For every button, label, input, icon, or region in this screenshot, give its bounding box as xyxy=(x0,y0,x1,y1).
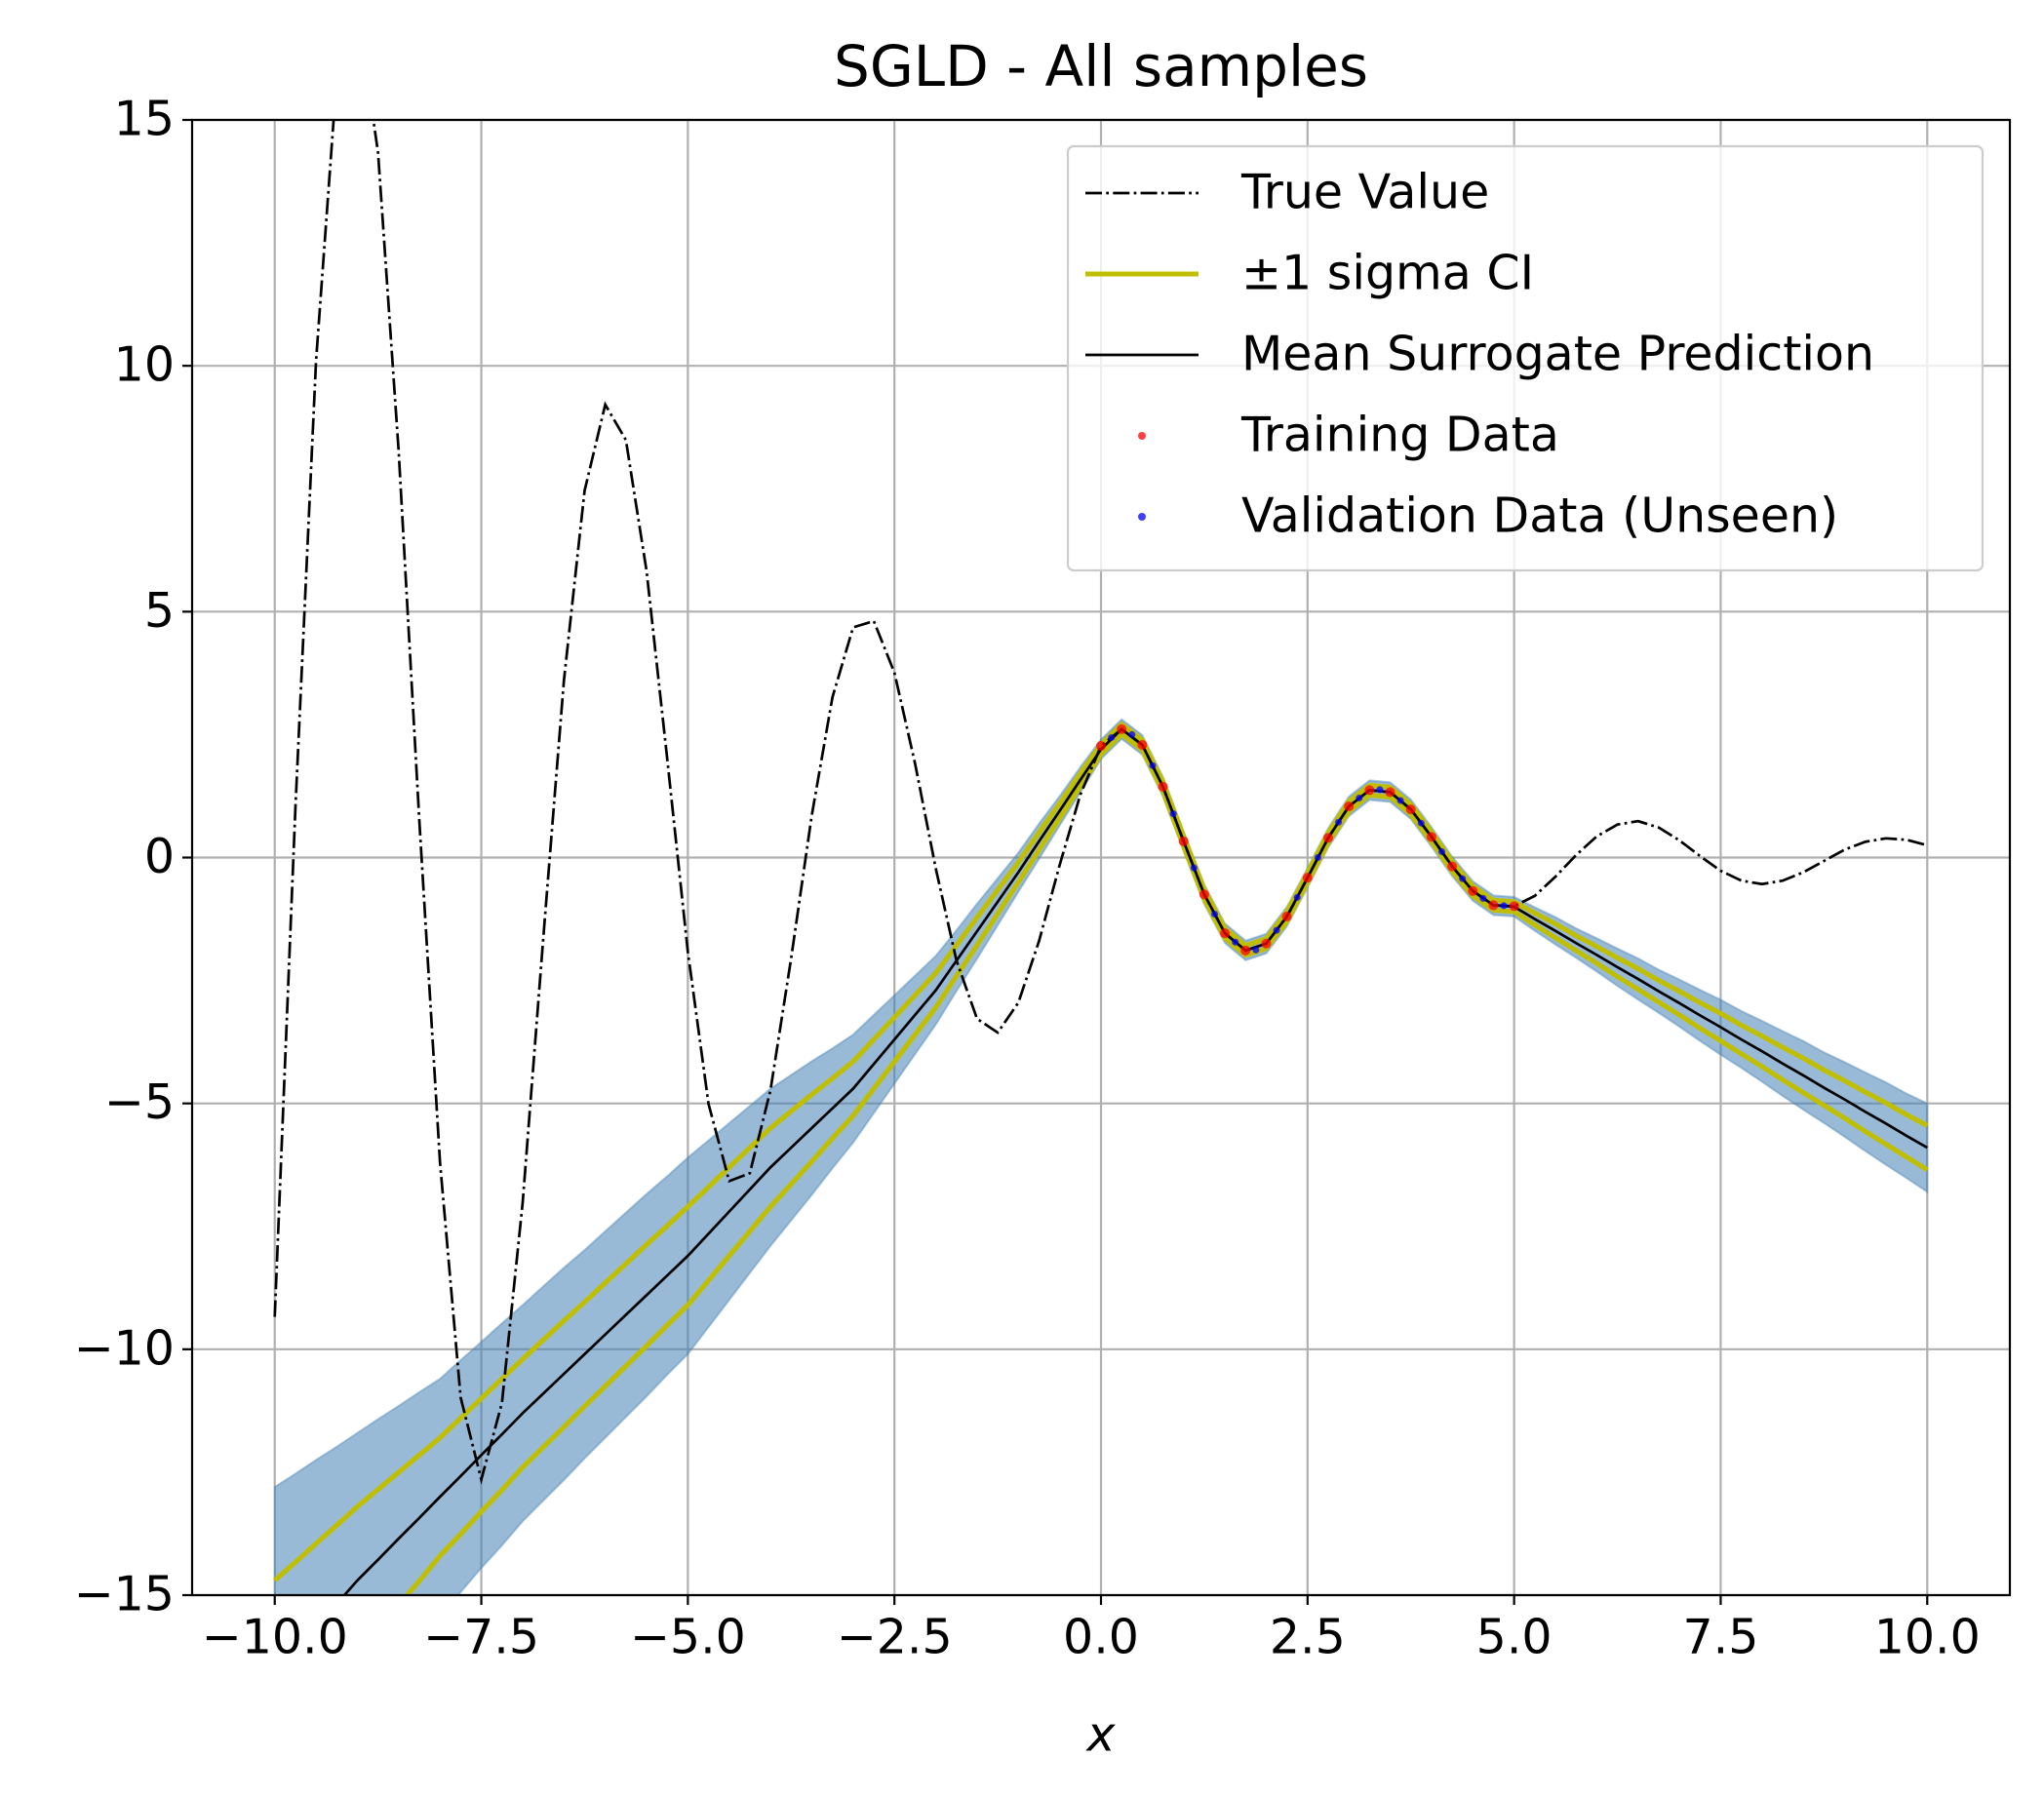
data-point xyxy=(1356,794,1363,801)
series-line xyxy=(273,120,1928,1485)
legend: True Value ±1 sigma CI Mean Surrogate Pred… xyxy=(1066,144,1985,572)
x-tick-label: −7.5 xyxy=(423,1610,539,1665)
data-point xyxy=(1426,832,1436,842)
data-point xyxy=(1335,818,1343,826)
legend-box xyxy=(1066,144,1985,572)
data-point xyxy=(1479,894,1487,902)
legend-label: Mean Surrogate Prediction xyxy=(1241,327,1874,382)
data-point xyxy=(1117,723,1127,734)
data-point xyxy=(1314,854,1321,861)
x-axis-label: x xyxy=(1085,1707,1117,1763)
x-tick-label: 0.0 xyxy=(1063,1610,1139,1665)
data-point xyxy=(1220,928,1231,939)
legend-swatch xyxy=(1138,513,1146,521)
data-point xyxy=(1281,912,1292,922)
data-point xyxy=(1323,833,1333,843)
data-point xyxy=(1344,801,1355,812)
y-tick-label: 10 xyxy=(114,337,175,393)
chart-title: SGLD - All samples xyxy=(834,33,1368,99)
data-point xyxy=(1178,836,1189,846)
data-point xyxy=(1261,938,1272,949)
plot-area xyxy=(273,120,1929,1595)
data-point xyxy=(1232,938,1239,946)
legend-label: ±1 sigma CI xyxy=(1241,246,1534,301)
data-point xyxy=(1364,785,1375,796)
y-tick-label: 5 xyxy=(144,583,175,639)
data-point xyxy=(1096,741,1106,752)
x-tick-label: 2.5 xyxy=(1270,1610,1346,1665)
y-tick-label: 0 xyxy=(144,829,175,884)
legend-label: True Value xyxy=(1240,165,1489,220)
data-point xyxy=(1500,902,1508,910)
y-tick-label: −5 xyxy=(104,1074,175,1130)
y-tick-label: −15 xyxy=(74,1567,175,1622)
data-point xyxy=(1302,873,1313,883)
data-point xyxy=(1468,885,1478,896)
legend-label: Validation Data (Unseen) xyxy=(1241,488,1838,544)
data-point xyxy=(1293,893,1301,901)
data-point xyxy=(1396,797,1404,804)
data-point xyxy=(1438,847,1445,855)
data-point xyxy=(1252,946,1260,954)
legend-swatch xyxy=(1138,432,1146,440)
data-point xyxy=(1169,810,1177,818)
ci-lower-line xyxy=(404,730,1929,1595)
axes: −10.0 −7.5 −5.0 −2.5 0.0 2.5 5.0 7.5 10.0 −15 −10 −… xyxy=(74,92,1981,1665)
data-point xyxy=(1240,945,1251,956)
sample-band xyxy=(273,718,1929,1595)
data-point xyxy=(1488,900,1499,911)
x-tick-label: 5.0 xyxy=(1476,1610,1553,1665)
x-tick-label: −5.0 xyxy=(630,1610,746,1665)
x-tick-label: 10.0 xyxy=(1874,1610,1981,1665)
x-tick-label: 7.5 xyxy=(1682,1610,1758,1665)
data-point xyxy=(1137,740,1148,751)
data-point xyxy=(1108,733,1116,741)
y-tick-label: −10 xyxy=(74,1320,175,1376)
legend-label: Training Data xyxy=(1240,408,1559,463)
data-point xyxy=(1509,901,1519,912)
data-point xyxy=(1447,861,1458,872)
data-point xyxy=(1149,761,1157,769)
data-point xyxy=(1417,819,1425,827)
x-tick-label: −2.5 xyxy=(837,1610,953,1665)
data-point xyxy=(1385,787,1395,798)
data-point xyxy=(1211,910,1218,918)
y-tick-label: 15 xyxy=(114,92,175,147)
data-point xyxy=(1199,889,1209,900)
data-point xyxy=(1405,804,1416,815)
data-point xyxy=(1273,926,1280,934)
data-point xyxy=(1128,730,1136,738)
data-point xyxy=(1376,786,1384,794)
data-point xyxy=(1158,781,1168,792)
data-point xyxy=(1190,864,1198,872)
data-point xyxy=(1459,875,1467,882)
x-tick-label: −10.0 xyxy=(202,1610,348,1665)
